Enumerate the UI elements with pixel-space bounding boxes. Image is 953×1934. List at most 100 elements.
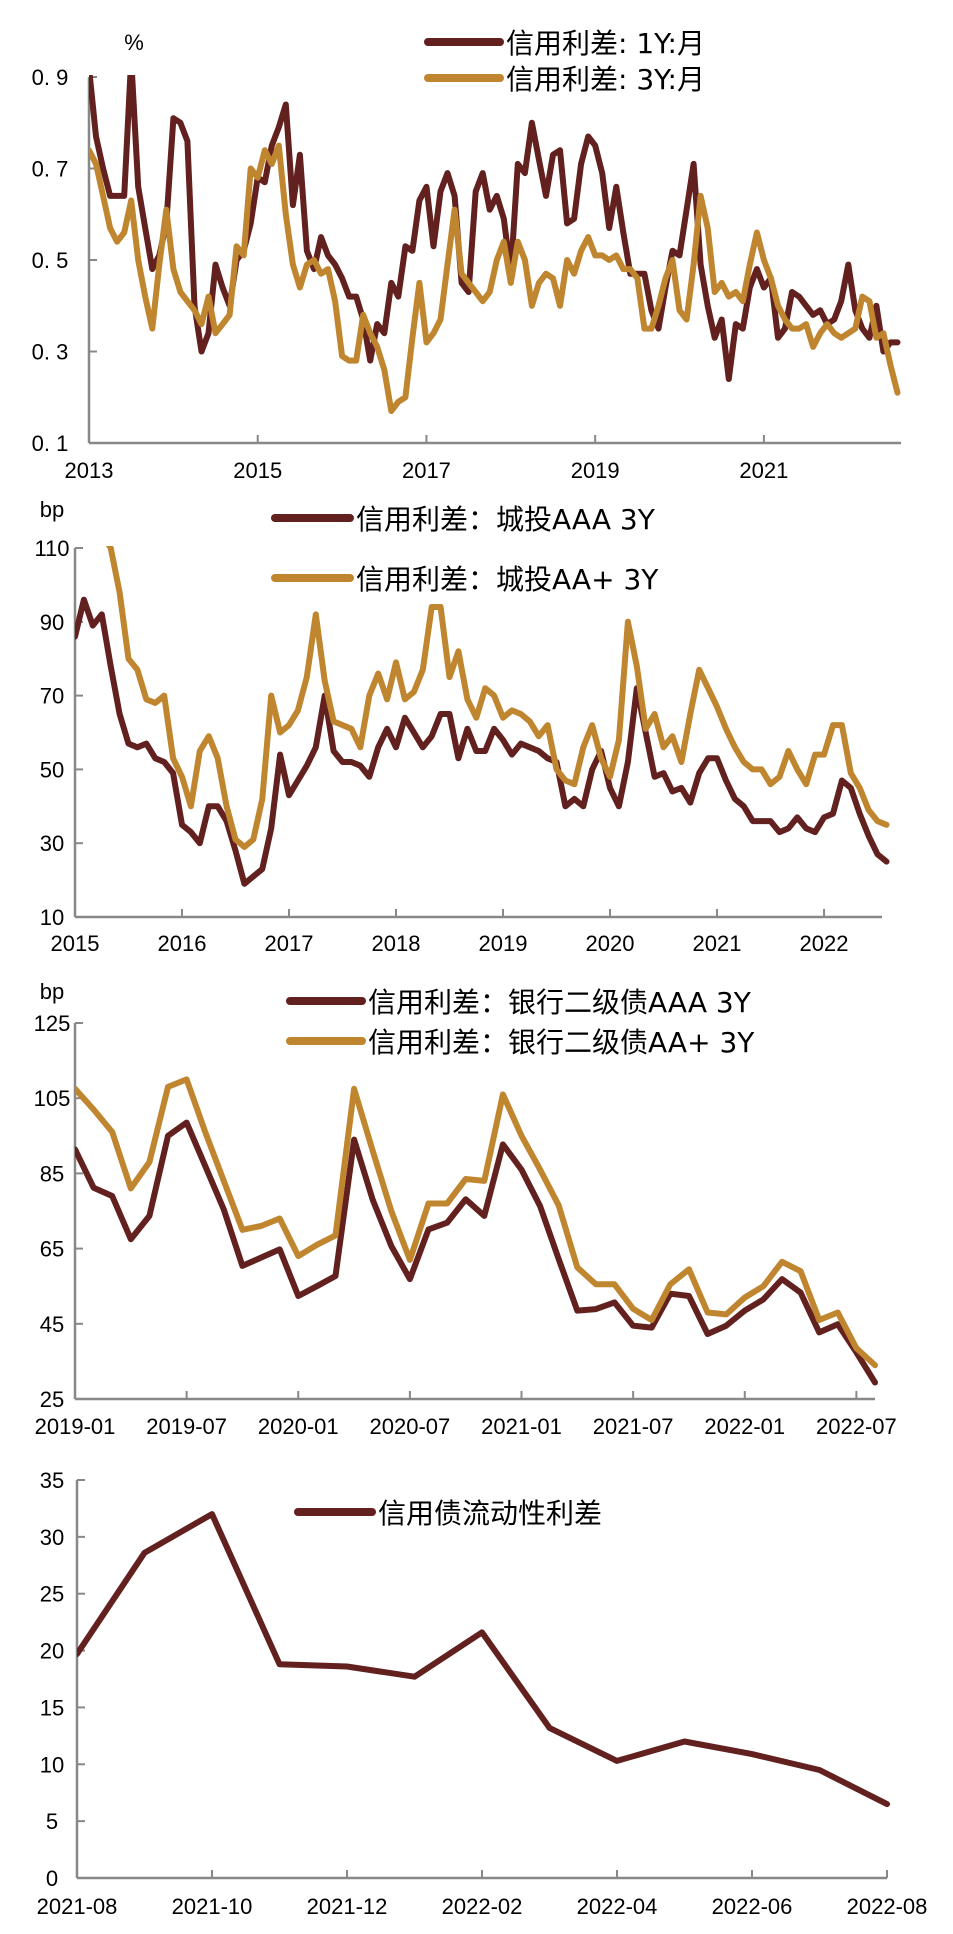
y-tick-label: 25 <box>40 1387 64 1412</box>
data-point <box>427 1227 431 1231</box>
data-point <box>818 331 822 335</box>
data-point <box>446 263 450 267</box>
data-point <box>617 804 621 808</box>
data-point <box>831 812 835 816</box>
y-tick-label: 30 <box>40 1525 64 1550</box>
data-point <box>528 719 532 723</box>
data-point <box>817 1330 821 1334</box>
chart-credit-spread-1y-3y: 0. 1 0. 3 0. 5 0. 7 0. 9 2013 2015 2017 2019 2021… <box>32 27 901 483</box>
data-point <box>417 199 421 203</box>
data-point <box>600 253 604 257</box>
data-point <box>628 267 632 271</box>
x-tick-label: 2020-07 <box>370 1414 451 1439</box>
data-point <box>635 664 639 668</box>
data-point <box>284 103 288 107</box>
data-point <box>147 1160 151 1164</box>
data-point <box>790 290 794 294</box>
data-point <box>291 203 295 207</box>
data-point <box>795 815 799 819</box>
x-tick-label: 2017 <box>402 458 451 483</box>
data-point <box>178 121 182 125</box>
legend-entry: 信用利差: 1Y:月 <box>424 27 705 60</box>
data-point <box>679 760 683 764</box>
data-point <box>706 1311 710 1315</box>
data-point <box>352 1087 356 1091</box>
data-point <box>840 779 844 783</box>
y-tick-label: 5 <box>46 1809 58 1834</box>
data-point <box>615 1759 619 1763</box>
data-point <box>251 874 255 878</box>
data-point <box>849 786 853 790</box>
data-point <box>860 327 864 331</box>
data-point <box>410 336 414 340</box>
data-point <box>699 194 703 198</box>
data-point <box>269 826 273 830</box>
data-point <box>873 1381 877 1385</box>
data-point <box>305 263 309 267</box>
data-point <box>242 845 246 849</box>
data-point <box>464 1197 468 1201</box>
data-point <box>832 331 836 335</box>
data-point <box>644 727 648 731</box>
data-point <box>780 1277 784 1281</box>
data-point <box>811 345 815 349</box>
data-point <box>727 295 731 299</box>
data-point <box>733 745 737 749</box>
data-point <box>873 1363 877 1367</box>
data-point <box>135 745 139 749</box>
legend-label: 信用利差: 1Y:月 <box>506 27 705 60</box>
data-point <box>109 664 113 668</box>
x-tick-label: 2022-06 <box>712 1894 793 1919</box>
data-point <box>354 359 358 363</box>
data-point <box>367 775 371 779</box>
data-point <box>804 782 808 786</box>
data-point <box>315 1243 319 1247</box>
data-point <box>670 734 674 738</box>
data-point <box>100 612 104 616</box>
y-tick-label: 0. 7 <box>32 157 69 182</box>
data-point <box>724 779 728 783</box>
data-point <box>110 1194 114 1198</box>
data-point <box>305 675 309 679</box>
data-point <box>713 336 717 340</box>
legend-entry: 信用债流动性利差 <box>294 1497 602 1530</box>
unit-label: bp <box>40 979 64 1004</box>
data-point <box>678 308 682 312</box>
data-point <box>421 745 425 749</box>
data-point <box>795 767 799 771</box>
data-point <box>222 1208 226 1212</box>
data-point <box>520 1134 524 1138</box>
data-point <box>846 331 850 335</box>
data-point <box>474 290 478 294</box>
x-tick-label: 2022-08 <box>847 1894 928 1919</box>
data-point <box>326 253 330 257</box>
data-point <box>617 738 621 742</box>
data-point <box>284 212 288 216</box>
y-tick-label: 90 <box>40 610 64 635</box>
legend-label: 信用利差: 3Y:月 <box>506 63 705 96</box>
series-line-0 <box>75 1119 878 1386</box>
data-point <box>127 742 131 746</box>
data-point <box>207 331 211 335</box>
data-point <box>319 235 323 239</box>
data-point <box>538 1204 542 1208</box>
data-point <box>692 162 696 166</box>
legend-label: 信用债流动性利差 <box>378 1497 602 1530</box>
data-point <box>482 1179 486 1183</box>
data-point <box>594 1282 598 1286</box>
data-point <box>813 753 817 757</box>
data-point <box>234 849 238 853</box>
data-point <box>340 276 344 280</box>
data-point <box>207 295 211 299</box>
data-point <box>516 240 520 244</box>
data-point <box>557 1257 561 1261</box>
data-point <box>790 327 794 331</box>
data-point <box>649 308 653 312</box>
data-point <box>332 719 336 723</box>
data-point <box>221 286 225 290</box>
data-point <box>467 290 471 294</box>
data-point <box>200 350 204 354</box>
data-point <box>396 295 400 299</box>
x-tick-label: 2022-07 <box>816 1414 897 1439</box>
data-point <box>831 723 835 727</box>
